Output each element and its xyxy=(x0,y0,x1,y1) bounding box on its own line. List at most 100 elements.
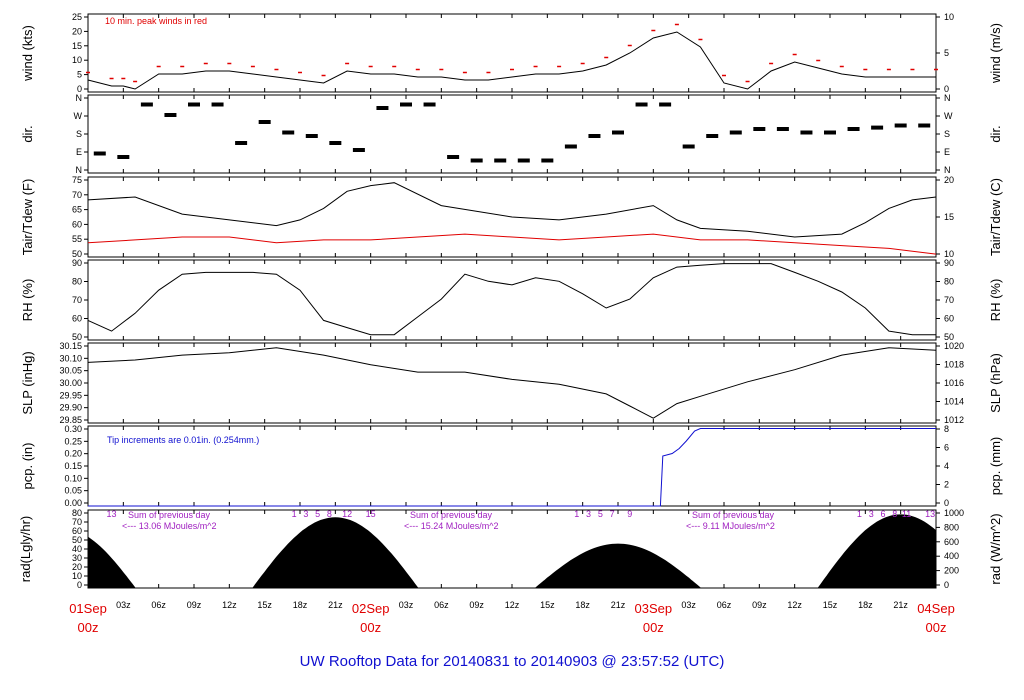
rad-ytick-right-label: 600 xyxy=(944,537,959,547)
dir-ytick-label: E xyxy=(76,147,82,157)
rad-summary-3-line1: Sum of previous day xyxy=(692,510,775,520)
pcp-ytick-right-label: 0 xyxy=(944,498,949,508)
dir-point xyxy=(447,155,460,159)
pcp-ylabel: pcp. (in) xyxy=(20,443,35,490)
rad-ytick-label: 20 xyxy=(72,562,82,572)
dir-point xyxy=(847,127,860,131)
dir-ytick-right-label: S xyxy=(944,129,950,139)
tair-line xyxy=(87,182,937,238)
dir-ylabel-right: dir. xyxy=(988,125,1003,142)
dir-ytick-label: S xyxy=(76,129,82,139)
rad-hour-label: 7 xyxy=(610,509,615,519)
pcp-ytick-label: 0.00 xyxy=(64,498,82,508)
rad-hour-label: 1 xyxy=(574,509,579,519)
rh-ytick-right-label: 50 xyxy=(944,332,954,342)
rad-day-area-3 xyxy=(535,543,701,589)
rad-ytick-right-label: 1000 xyxy=(944,508,964,518)
slp-ytick-right-label: 1014 xyxy=(944,397,964,407)
slp-ylabel-right: SLP (hPa) xyxy=(988,353,1003,413)
dir-point xyxy=(800,130,813,135)
dir-ytick-label: W xyxy=(74,111,83,121)
temp-ylabel: Tair/Tdew (F) xyxy=(20,179,35,256)
dir-point xyxy=(140,102,153,107)
wind-ytick-label: 0 xyxy=(77,84,82,94)
rad-ytick-label: 40 xyxy=(72,544,82,554)
rad-ytick-label: 80 xyxy=(72,508,82,518)
dir-point xyxy=(164,113,177,117)
dir-point xyxy=(753,127,766,131)
pcp-ytick-label: 0.30 xyxy=(64,424,82,434)
x-day-label: 04Sep xyxy=(917,601,955,616)
wind-ylabel: wind (kts) xyxy=(20,25,35,82)
x-tick-label: 03z xyxy=(116,600,131,610)
wind-ylabel-right: wind (m/s) xyxy=(988,23,1003,84)
dir-ylabel: dir. xyxy=(20,125,35,142)
slp-ylabel: SLP (inHg) xyxy=(20,351,35,414)
rad-ytick-right-label: 800 xyxy=(944,522,959,532)
dir-point xyxy=(517,158,530,163)
temp-ytick-label: 55 xyxy=(72,234,82,244)
rad-hour-label: 6 xyxy=(880,509,885,519)
pcp-ytick-right-label: 4 xyxy=(944,461,949,471)
rad-ytick-right-label: 0 xyxy=(944,580,949,590)
rad-ytick-label: 30 xyxy=(72,553,82,563)
wind-ytick-right-label: 5 xyxy=(944,48,949,58)
dir-point xyxy=(282,130,295,135)
pcp-ylabel-right: pcp. (mm) xyxy=(988,437,1003,496)
slp-frame xyxy=(87,342,937,424)
x-tick-label: 06z xyxy=(434,600,449,610)
slp-ytick-label: 29.85 xyxy=(59,415,82,425)
panel-dir: dir. dir. xyxy=(20,94,1003,174)
dir-ytick-right-label: N xyxy=(944,93,951,103)
slp-ytick-label: 30.10 xyxy=(59,353,82,363)
dir-point xyxy=(588,134,601,138)
rad-ytick-label: 50 xyxy=(72,535,82,545)
x-day-time: 00z xyxy=(78,620,99,635)
rh-ytick-label: 70 xyxy=(72,295,82,305)
temp-ytick-label: 50 xyxy=(72,249,82,259)
dir-point xyxy=(305,134,318,138)
rad-summary-2-line1: Sum of previous day xyxy=(410,510,493,520)
rad-summary-1-line1: Sum of previous day xyxy=(128,510,211,520)
rad-hour-label: 1 xyxy=(857,509,862,519)
x-tick-label: 12z xyxy=(222,600,237,610)
dir-point xyxy=(376,106,389,110)
wind-frame xyxy=(87,13,937,93)
x-day-time: 00z xyxy=(926,620,947,635)
dir-point xyxy=(541,158,554,163)
dir-point xyxy=(235,141,248,145)
rad-hour-label: 9 xyxy=(627,509,632,519)
dir-ytick-right-label: W xyxy=(944,111,953,121)
rad-hour-label: 12 xyxy=(342,509,352,519)
rad-ylabel-right: rad (W/m^2) xyxy=(988,513,1003,584)
x-tick-label: 06z xyxy=(151,600,166,610)
slp-ytick-label: 30.15 xyxy=(59,341,82,351)
temp-ytick-right-label: 20 xyxy=(944,175,954,185)
pcp-ytick-label: 0.15 xyxy=(64,461,82,471)
dir-point xyxy=(329,141,342,145)
slp-ytick-label: 30.05 xyxy=(59,366,82,376)
rh-ylabel: RH (%) xyxy=(20,279,35,322)
rh-ytick-label: 50 xyxy=(72,332,82,342)
pcp-ytick-label: 0.20 xyxy=(64,449,82,459)
rad-hour-label: 3 xyxy=(303,509,308,519)
rad-ytick-label: 0 xyxy=(77,580,82,590)
rad-day-area-1 xyxy=(87,529,136,589)
dir-ytick-right-label: N xyxy=(944,165,951,175)
dir-point xyxy=(470,158,483,163)
pcp-ytick-right-label: 6 xyxy=(944,443,949,453)
rh-line xyxy=(87,263,936,336)
x-day-label: 03Sep xyxy=(635,601,673,616)
rad-hour-label: 5 xyxy=(315,509,320,519)
rad-ytick-label: 60 xyxy=(72,526,82,536)
dir-point xyxy=(824,130,836,135)
rad-hour-label: 13 xyxy=(107,509,117,519)
x-day-time: 00z xyxy=(360,620,381,635)
wind-line xyxy=(87,31,936,90)
x-tick-label: 12z xyxy=(787,600,802,610)
rad-hour-label: 5 xyxy=(598,509,603,519)
dir-point xyxy=(635,102,648,107)
slp-ytick-right-label: 1018 xyxy=(944,360,964,370)
dir-ytick-right-label: E xyxy=(944,147,950,157)
rad-ytick-label: 10 xyxy=(72,571,82,581)
